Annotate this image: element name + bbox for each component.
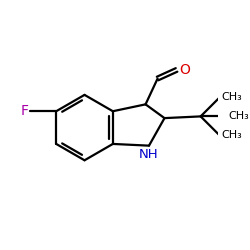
- Text: NH: NH: [139, 148, 159, 161]
- Text: CH₃: CH₃: [221, 92, 242, 102]
- Text: O: O: [179, 63, 190, 77]
- Text: CH₃: CH₃: [221, 130, 242, 140]
- Text: F: F: [21, 104, 29, 118]
- Text: CH₃: CH₃: [228, 112, 249, 122]
